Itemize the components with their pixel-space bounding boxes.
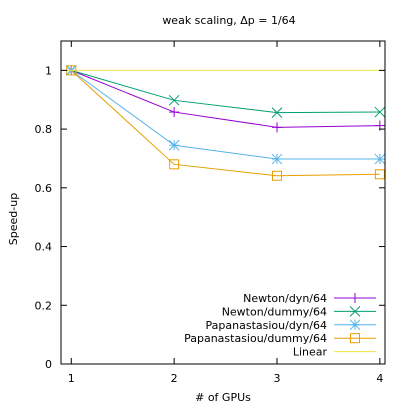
y-tick-label: 1 (45, 64, 52, 77)
data-point (271, 107, 283, 119)
data-point (271, 153, 283, 165)
data-point (374, 169, 385, 180)
series-line (70, 69, 380, 177)
legend-marker (349, 319, 361, 331)
series-2 (65, 65, 386, 165)
legend-label: Newton/dummy/64 (222, 305, 327, 318)
legend-marker (350, 333, 360, 344)
series-0 (66, 65, 385, 133)
data-point (168, 94, 180, 106)
legend: Newton/dyn/64Newton/dummy/64Papanastasio… (184, 292, 376, 359)
data-point (374, 106, 386, 118)
data-point (169, 159, 180, 170)
series-line (70, 69, 380, 160)
y-tick-label: 0.4 (35, 241, 53, 254)
legend-marker (350, 293, 360, 303)
y-axis-label: Speed-up (7, 193, 20, 245)
legend-label: Papanastasiou/dyn/64 (206, 319, 327, 332)
y-tick-label: 0.8 (35, 123, 53, 136)
y-tick-label: 0.2 (35, 299, 53, 312)
data-point (272, 170, 282, 181)
data-point (272, 122, 282, 133)
data-point (169, 107, 180, 118)
y-tick-label: 0 (45, 358, 52, 371)
chart-title: weak scaling, Δp = 1/64 (162, 14, 295, 27)
x-tick-label: 4 (376, 372, 383, 385)
plot-frame (60, 40, 386, 365)
data-point (168, 139, 180, 151)
series-3 (66, 65, 385, 181)
x-tick-label: 3 (274, 372, 281, 385)
x-tick-label: 2 (171, 372, 178, 385)
x-tick-label: 1 (68, 372, 75, 385)
data-point (374, 153, 386, 165)
legend-label: Newton/dyn/64 (243, 292, 327, 305)
legend-label: Papanastasiou/dummy/64 (184, 332, 327, 345)
series-line (71, 69, 380, 128)
series-line (71, 69, 380, 114)
legend-label: Linear (293, 346, 328, 359)
axis-ticks: 0 0.2 0.4 0.6 0.8 1 1 2 3 4 (35, 41, 385, 385)
legend-marker (349, 306, 361, 317)
x-axis-label: # of GPUs (195, 391, 251, 404)
plot-area (61, 65, 386, 181)
y-tick-label: 0.6 (35, 182, 53, 195)
